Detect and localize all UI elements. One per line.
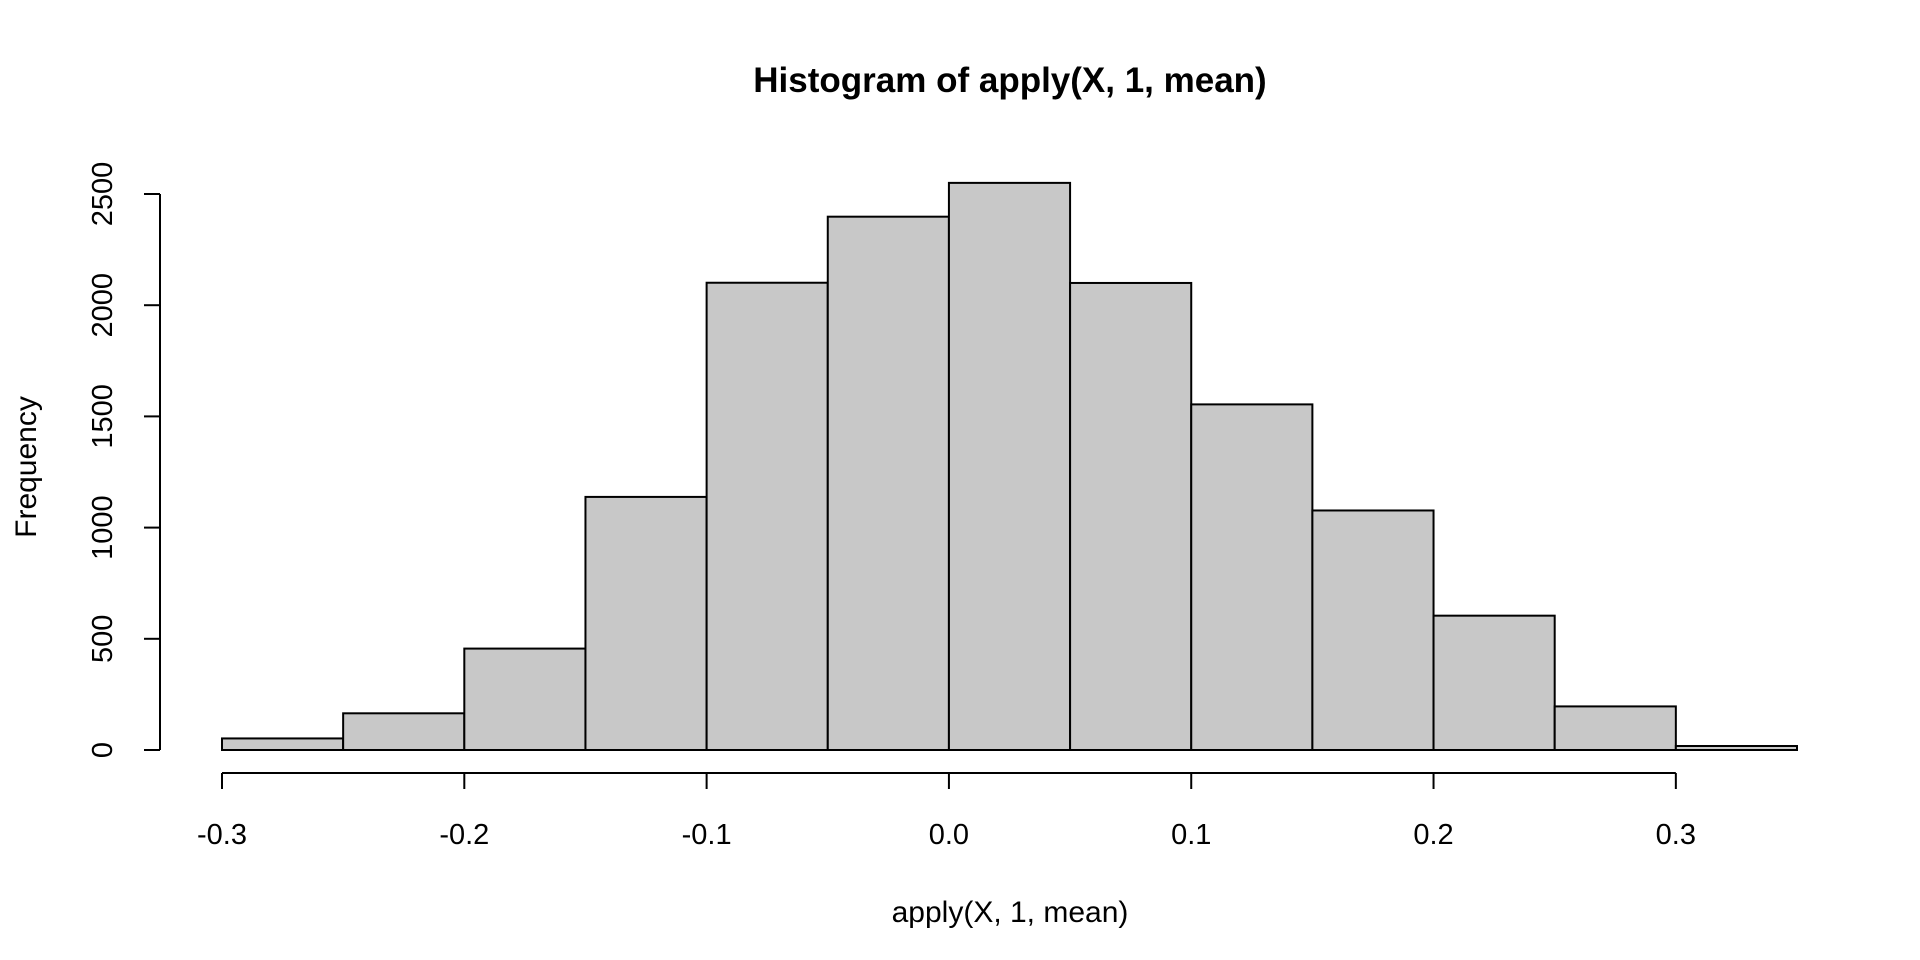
histogram-bar	[1069, 281, 1193, 751]
y-axis: 0 500 1000 1500 2000 2500	[87, 162, 161, 758]
histogram-bar	[1311, 509, 1435, 751]
histogram-bar	[342, 712, 466, 752]
histogram-bar	[221, 737, 345, 751]
y-axis-label: Frequency	[10, 396, 43, 538]
y-tick-label: 2000	[87, 273, 119, 338]
x-tick-label: -0.1	[682, 819, 732, 851]
x-tick-label: 0.1	[1171, 819, 1211, 851]
histogram-bar	[1190, 403, 1314, 751]
x-tick-label: 0.3	[1656, 819, 1696, 851]
histogram-bar	[463, 647, 587, 751]
y-tick-label: 1000	[87, 495, 119, 560]
x-tick-label: 0.2	[1413, 819, 1453, 851]
histogram-bar	[1432, 614, 1556, 752]
histogram-bar	[584, 495, 708, 752]
x-axis: -0.3 -0.2 -0.1 0.0 0.1 0.2 0.3	[197, 772, 1696, 851]
histogram-bar	[1553, 705, 1677, 752]
chart-title: Histogram of apply(X, 1, mean)	[753, 61, 1266, 100]
histogram-bar	[826, 215, 950, 751]
y-tick-label: 500	[87, 615, 119, 663]
x-tick-label: -0.2	[439, 819, 489, 851]
x-tick-label: 0.0	[929, 819, 969, 851]
histogram-bar	[947, 181, 1072, 751]
y-tick-label: 0	[87, 742, 119, 758]
y-tick-label: 1500	[87, 384, 119, 449]
histogram-bar	[705, 281, 829, 751]
x-tick-label: -0.3	[197, 819, 247, 851]
histogram-bar	[1674, 744, 1799, 752]
x-axis-label: apply(X, 1, mean)	[892, 896, 1129, 929]
y-tick-label: 2500	[87, 162, 119, 227]
histogram-bars	[221, 181, 1799, 752]
